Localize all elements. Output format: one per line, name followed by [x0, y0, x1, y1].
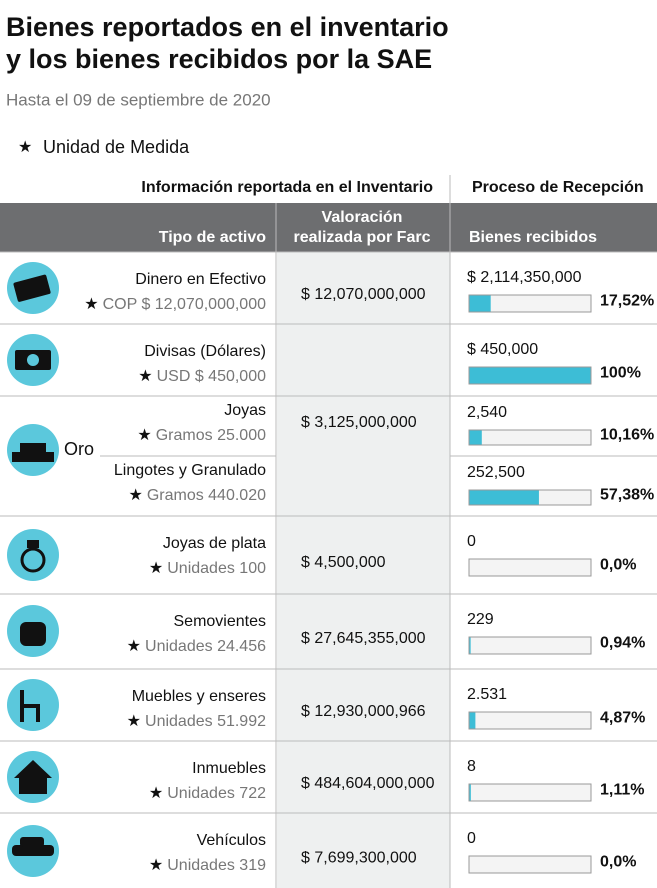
bar-track: [468, 855, 592, 874]
asset-name: Divisas (Dólares): [144, 343, 266, 360]
column-header: Tipo de activo: [159, 229, 267, 246]
valuation: $ 12,930,000,966: [301, 703, 426, 720]
icon-chair: [36, 704, 40, 722]
asset-unit: USD $ 450,000: [157, 368, 267, 385]
asset-name: Lingotes y Granulado: [114, 462, 266, 479]
group-header: Proceso de Recepción: [472, 179, 644, 196]
title: y los bienes recibidos por la SAE: [6, 44, 432, 74]
legend-star: ★: [18, 139, 32, 156]
asset-name: Joyas de plata: [163, 535, 266, 552]
received: $ 450,000: [467, 341, 538, 358]
received: 229: [467, 611, 494, 628]
bar: [469, 367, 591, 384]
valuation: $ 12,070,000,000: [301, 286, 426, 303]
column-header: realizada por Farc: [294, 229, 431, 246]
group-label: Oro: [64, 439, 94, 459]
header-band: [0, 203, 657, 252]
received: 0: [467, 533, 476, 550]
icon-car: [20, 837, 44, 847]
asset-unit: Gramos 440.020: [147, 487, 266, 504]
unit-star: ★: [137, 427, 151, 444]
percent-label: 17,52%: [600, 293, 654, 310]
asset-unit: Unidades 24.456: [145, 638, 266, 655]
percent-label: 100%: [600, 365, 641, 382]
asset-unit: Unidades 100: [167, 560, 266, 577]
asset-name: Muebles y enseres: [132, 688, 266, 705]
asset-name: Inmuebles: [192, 760, 266, 777]
icon-money: [13, 274, 51, 302]
asset-unit: Unidades 722: [167, 785, 266, 802]
valuation: $ 27,645,355,000: [301, 630, 426, 647]
bar: [469, 712, 476, 729]
unit-star: ★: [84, 296, 98, 313]
bar-track: [468, 711, 592, 730]
subtitle: Hasta el 09 de septiembre de 2020: [6, 90, 271, 109]
asset-name: Joyas: [224, 402, 266, 419]
bar: [469, 430, 482, 445]
bar-track: [468, 636, 592, 655]
icon-bill-center: [27, 354, 39, 366]
percent-label: 1,11%: [600, 782, 644, 799]
bar: [469, 637, 471, 654]
bar-track: [468, 429, 592, 446]
received: 2.531: [467, 686, 507, 703]
percent-label: 0,0%: [600, 557, 636, 574]
unit-star: ★: [149, 785, 163, 802]
valuation: $ 484,604,000,000: [301, 775, 435, 792]
bar-track: [468, 558, 592, 577]
group-header: Información reportada en el Inventario: [141, 179, 433, 196]
bar: [469, 784, 471, 801]
received: 8: [467, 758, 476, 775]
bar-track: [468, 783, 592, 802]
title: Bienes reportados en el inventario: [6, 12, 449, 42]
unit-star: ★: [138, 368, 152, 385]
unit-star: ★: [128, 487, 142, 504]
icon-car: [12, 845, 54, 856]
percent-label: 4,87%: [600, 710, 645, 727]
valuation: $ 4,500,000: [301, 554, 386, 571]
unit-star: ★: [149, 857, 163, 874]
asset-unit: Gramos 25.000: [156, 427, 266, 444]
asset-unit: Unidades 51.992: [145, 713, 266, 730]
bar: [469, 490, 539, 505]
asset-unit: Unidades 319: [167, 857, 266, 874]
column-header: Valoración: [322, 209, 403, 226]
icon-ring: [20, 547, 46, 573]
unit-star: ★: [149, 560, 163, 577]
received: 2,540: [467, 404, 507, 421]
percent-label: 10,16%: [600, 427, 654, 444]
valuation-column: [277, 203, 450, 888]
asset-unit: COP $ 12,070,000,000: [103, 296, 266, 313]
unit-star: ★: [127, 638, 141, 655]
percent-label: 0,0%: [600, 854, 636, 871]
icon-gold: [20, 443, 46, 452]
icon-chair: [20, 704, 40, 708]
received: 0: [467, 830, 476, 847]
received: $ 2,114,350,000: [467, 269, 582, 286]
valuation: $ 7,699,300,000: [301, 850, 417, 867]
asset-name: Semovientes: [174, 613, 267, 630]
icon-ring-stone: [27, 540, 39, 548]
percent-label: 0,94%: [600, 635, 645, 652]
icon-circle: [7, 529, 59, 581]
icon-bull: [20, 622, 46, 646]
bar-track: [468, 294, 592, 313]
icon-gold: [12, 452, 54, 462]
bar: [469, 295, 491, 312]
column-header: Bienes recibidos: [469, 229, 597, 246]
asset-name: Vehículos: [197, 832, 266, 849]
asset-name: Dinero en Efectivo: [135, 271, 266, 288]
legend-label: Unidad de Medida: [43, 137, 190, 157]
unit-star: ★: [127, 713, 141, 730]
received: 252,500: [467, 464, 525, 481]
icon-house: [14, 760, 52, 794]
valuation: $ 3,125,000,000: [301, 414, 417, 431]
percent-label: 57,38%: [600, 487, 654, 504]
